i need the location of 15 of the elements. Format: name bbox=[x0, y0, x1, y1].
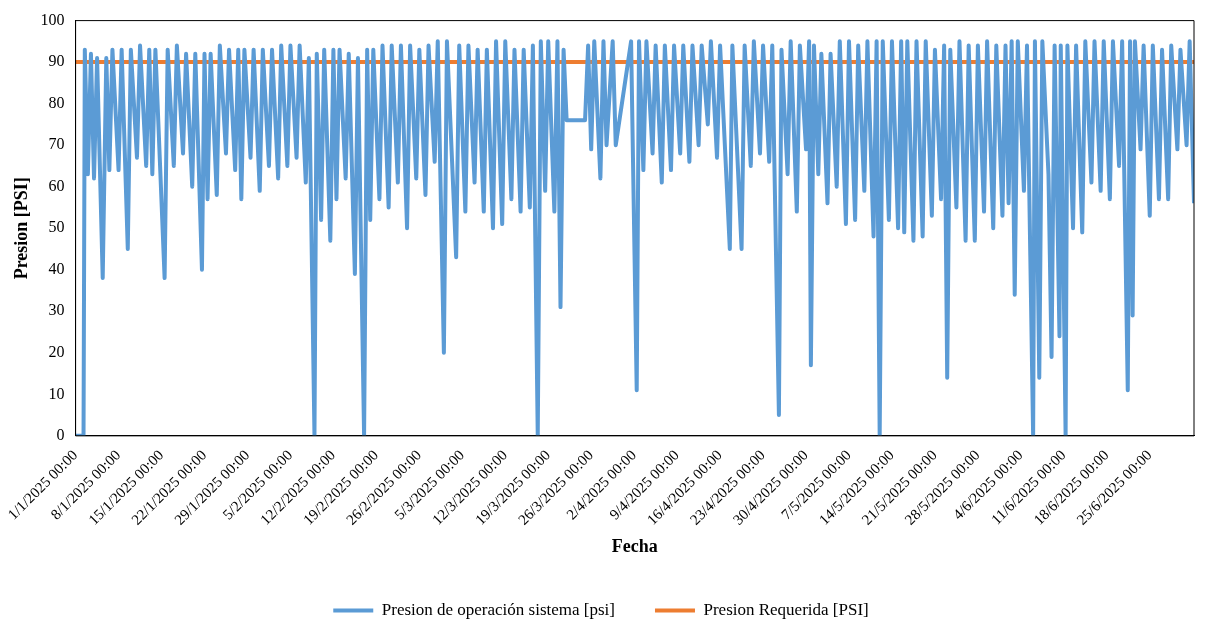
legend-label: Presion de operación sistema [psi] bbox=[381, 599, 615, 619]
y-tick-label: 80 bbox=[48, 93, 65, 111]
y-tick-label: 100 bbox=[40, 10, 65, 28]
y-tick-label: 90 bbox=[48, 52, 65, 70]
y-tick-label: 20 bbox=[48, 343, 65, 360]
y-tick-label: 50 bbox=[48, 218, 65, 236]
y-tick-label: 30 bbox=[48, 301, 65, 319]
y-tick-label: 40 bbox=[48, 259, 65, 277]
y-tick-label: 0 bbox=[56, 426, 65, 444]
y-tick-label: 60 bbox=[48, 176, 65, 194]
y-axis-title: Presion [PSI] bbox=[11, 177, 32, 280]
y-tick-label: 70 bbox=[48, 135, 65, 153]
legend-label: Presion Requerida [PSI] bbox=[703, 599, 869, 619]
y-tick-label: 10 bbox=[48, 384, 65, 402]
x-axis-title: Fecha bbox=[611, 535, 658, 556]
